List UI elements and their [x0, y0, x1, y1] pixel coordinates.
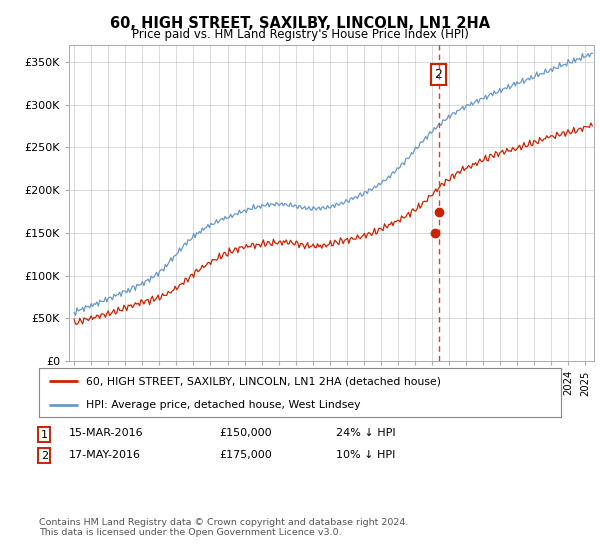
Text: 1: 1: [41, 430, 48, 440]
Text: 24% ↓ HPI: 24% ↓ HPI: [336, 428, 395, 438]
Text: Price paid vs. HM Land Registry's House Price Index (HPI): Price paid vs. HM Land Registry's House …: [131, 28, 469, 41]
Text: 15-MAR-2016: 15-MAR-2016: [69, 428, 143, 438]
Text: 60, HIGH STREET, SAXILBY, LINCOLN, LN1 2HA: 60, HIGH STREET, SAXILBY, LINCOLN, LN1 2…: [110, 16, 490, 31]
Text: HPI: Average price, detached house, West Lindsey: HPI: Average price, detached house, West…: [86, 400, 361, 410]
Text: £150,000: £150,000: [219, 428, 272, 438]
Text: 10% ↓ HPI: 10% ↓ HPI: [336, 450, 395, 460]
Text: Contains HM Land Registry data © Crown copyright and database right 2024.
This d: Contains HM Land Registry data © Crown c…: [39, 518, 409, 538]
Text: 2: 2: [434, 68, 442, 81]
Text: £175,000: £175,000: [219, 450, 272, 460]
Text: 2: 2: [41, 451, 48, 461]
Text: 60, HIGH STREET, SAXILBY, LINCOLN, LN1 2HA (detached house): 60, HIGH STREET, SAXILBY, LINCOLN, LN1 2…: [86, 376, 441, 386]
Text: 17-MAY-2016: 17-MAY-2016: [69, 450, 141, 460]
